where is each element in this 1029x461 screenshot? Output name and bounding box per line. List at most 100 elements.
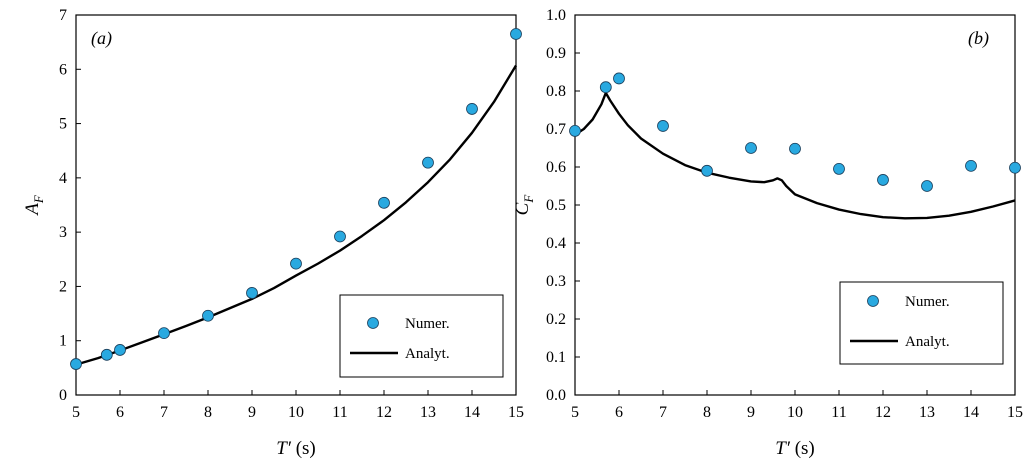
data-point-numer	[657, 120, 669, 132]
data-point-numer	[466, 103, 478, 115]
x-axis-title-main: T′	[276, 438, 292, 459]
legend-label-analyt: Analyt.	[405, 346, 450, 362]
data-point-numer	[422, 156, 434, 169]
legend-b: Numer. Analyt.	[839, 281, 1004, 365]
x-tick-label: 9	[248, 404, 256, 421]
x-tick-label: 5	[571, 404, 579, 421]
y-tick-label: 0.9	[546, 45, 566, 62]
y-ticks: 0.0 0.1 0.2 0.3 0.4 0.5 0.6 0.7 0.8 0.9 1.0	[546, 7, 580, 404]
y-tick-label: 3	[59, 224, 67, 241]
x-tick-label: 14	[963, 404, 979, 421]
x-ticks: 5 6 7 8 9 10 11 12 13 14 15	[571, 390, 1023, 421]
data-point-numer	[701, 164, 713, 177]
legend-marker-numer	[367, 317, 379, 329]
data-point-numer	[100, 348, 113, 361]
data-point-numer	[833, 162, 845, 175]
panel-label-b: (b)	[968, 28, 989, 49]
y-tick-label: 0.6	[546, 159, 566, 176]
x-axis-title-a: T′ (s)	[276, 438, 316, 459]
chart-panel-b: 5 6 7 8 9 10 11 12 13 14 15 0.00.10.20.30.40.50.60…	[512, 7, 1023, 459]
data-point-numer	[789, 142, 801, 155]
data-point-numer	[745, 142, 757, 154]
legend-label-numer: Numer.	[905, 294, 950, 310]
y-tick-label: 6	[59, 61, 67, 78]
x-axis-title-unit: (s)	[291, 438, 316, 459]
y-tick-label: 0	[59, 387, 67, 404]
data-point-numer	[1009, 161, 1021, 174]
data-point-numer	[569, 124, 581, 137]
data-point-numer	[921, 180, 933, 192]
y-axis-title-sub: F	[521, 194, 536, 204]
x-tick-label: 7	[659, 404, 667, 421]
x-tick-label: 9	[747, 404, 755, 421]
legend-a: Numer. Analyt.	[339, 294, 504, 378]
x-tick-label: 8	[703, 404, 711, 421]
y-tick-label: 4	[59, 170, 67, 187]
panel-label-a: (a)	[91, 28, 112, 49]
y-tick-label: 0.5	[546, 197, 566, 214]
x-ticks: 5 6 7 8 9 10 11 12 13 14 15	[72, 390, 524, 421]
x-tick-label: 6	[116, 404, 124, 421]
legend-label-analyt: Analyt.	[905, 334, 950, 350]
y-ticks: 0 1 2 3 4 5 6 7	[59, 7, 81, 404]
series-layer	[569, 72, 1021, 220]
x-tick-label: 7	[160, 404, 168, 421]
x-tick-label: 15	[508, 404, 524, 421]
data-point-numer	[70, 358, 82, 370]
y-axis-title-b: CF	[512, 194, 536, 216]
data-point-numer	[378, 196, 390, 209]
y-tick-label: 0.2	[546, 311, 566, 328]
legend-label-numer: Numer.	[405, 316, 450, 332]
y-tick-label: 2	[59, 278, 67, 295]
data-point-numer	[246, 287, 258, 299]
data-point-numer	[114, 344, 126, 356]
y-axis-title-a: AF	[22, 194, 46, 217]
y-tick-label: 0.4	[546, 235, 566, 252]
y-tick-label: 0.3	[546, 273, 566, 290]
series-line-analyt	[574, 91, 1016, 220]
x-tick-label: 6	[615, 404, 623, 421]
data-point-numer	[965, 159, 977, 172]
x-tick-label: 14	[464, 404, 480, 421]
legend-marker-numer	[867, 295, 879, 307]
y-axis-title-sub: F	[31, 194, 46, 204]
y-axis-title-main: C	[512, 202, 533, 215]
y-tick-label: 0.0	[546, 387, 566, 404]
data-point-numer	[613, 72, 625, 85]
x-axis-title-unit: (s)	[790, 438, 815, 459]
series-layer	[70, 28, 522, 370]
x-tick-label: 11	[332, 404, 347, 421]
y-tick-label: 0.1	[546, 349, 566, 366]
data-point-numer	[599, 81, 612, 94]
x-tick-label: 11	[831, 404, 846, 421]
data-point-numer	[510, 28, 522, 40]
x-tick-label: 5	[72, 404, 80, 421]
x-tick-label: 13	[919, 404, 935, 421]
y-axis-title-main: A	[22, 203, 43, 217]
x-tick-label: 8	[204, 404, 212, 421]
data-point-numer	[877, 174, 889, 186]
data-point-numer	[290, 257, 302, 270]
data-point-numer	[334, 230, 346, 243]
y-tick-label: 1	[59, 333, 67, 350]
series-line-analyt	[75, 64, 518, 366]
x-axis-title-main: T′	[775, 438, 791, 459]
y-tick-label: 0.8	[546, 83, 566, 100]
x-tick-label: 12	[875, 404, 891, 421]
legend-box	[339, 294, 504, 378]
x-axis-title-b: T′ (s)	[775, 438, 815, 459]
x-tick-label: 15	[1007, 404, 1023, 421]
x-tick-label: 10	[288, 404, 304, 421]
y-tick-label: 7	[59, 7, 67, 24]
x-tick-label: 10	[787, 404, 803, 421]
y-tick-label: 0.7	[546, 121, 566, 138]
x-tick-label: 13	[420, 404, 436, 421]
data-point-numer	[158, 327, 170, 340]
legend-box	[839, 281, 1004, 365]
x-tick-label: 12	[376, 404, 392, 421]
data-point-numer	[202, 309, 214, 322]
y-tick-label: 5	[59, 116, 67, 133]
y-tick-label: 1.0	[546, 7, 566, 24]
